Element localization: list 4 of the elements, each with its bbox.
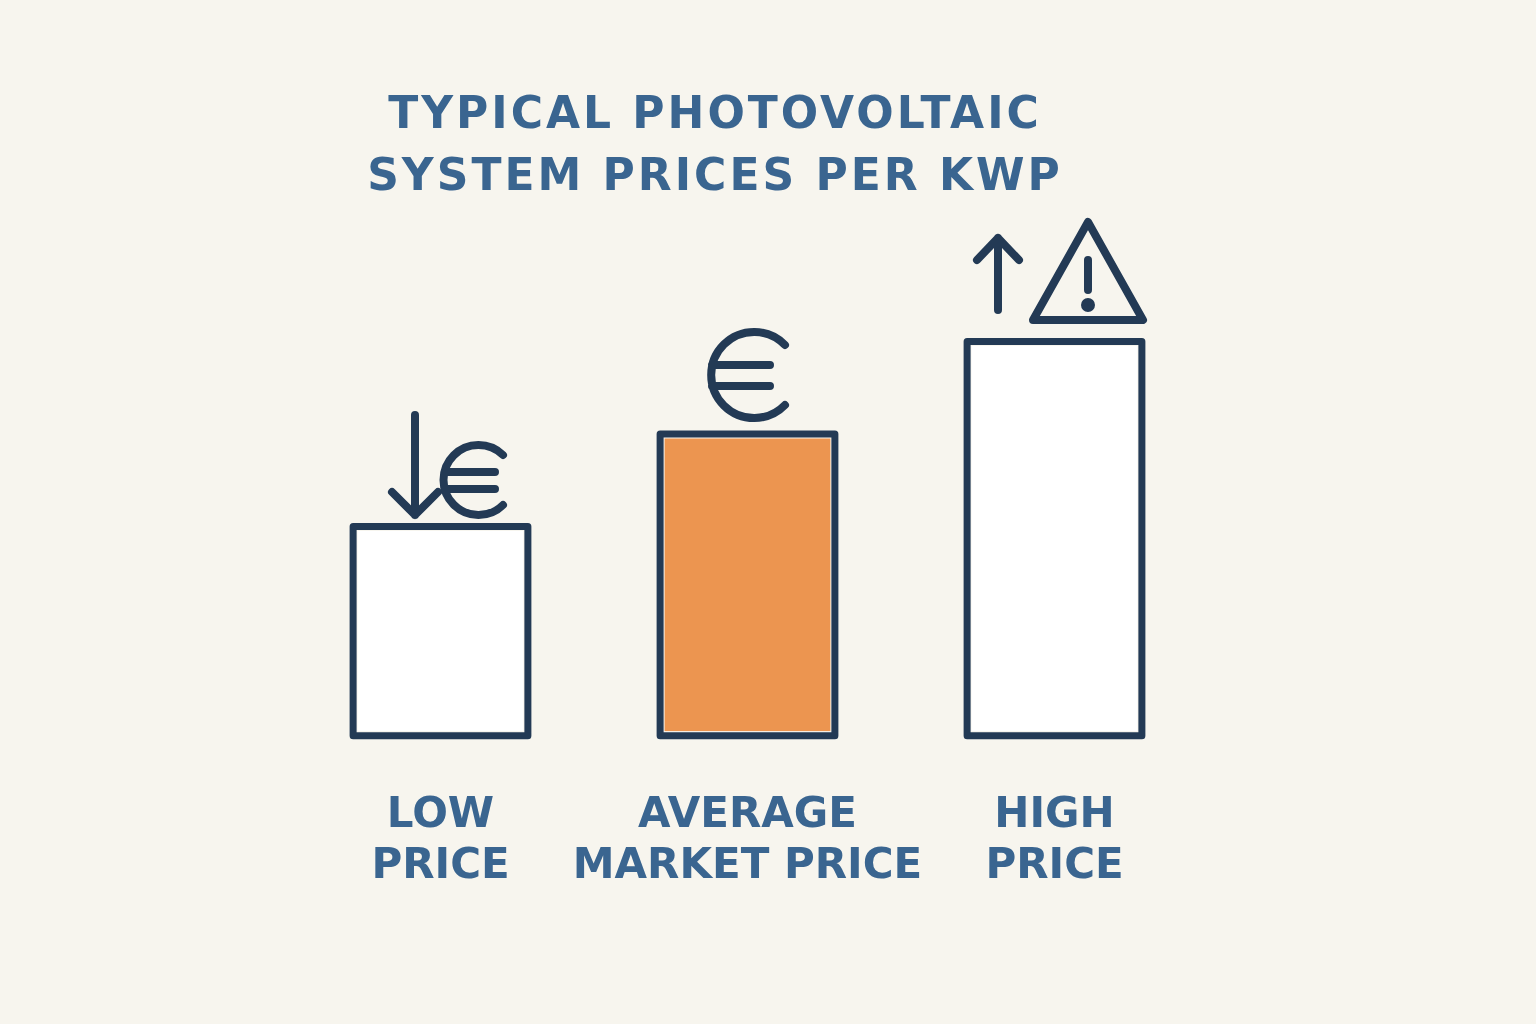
x-tick-label: HIGH PRICE [985, 788, 1124, 888]
x-tick-label: AVERAGE MARKET PRICE [572, 788, 923, 888]
chart-title: TYPICAL PHOTOVOLTAIC SYSTEM PRICES PER KWP [366, 86, 1064, 202]
x-tick-label: LOW PRICE [371, 788, 510, 888]
